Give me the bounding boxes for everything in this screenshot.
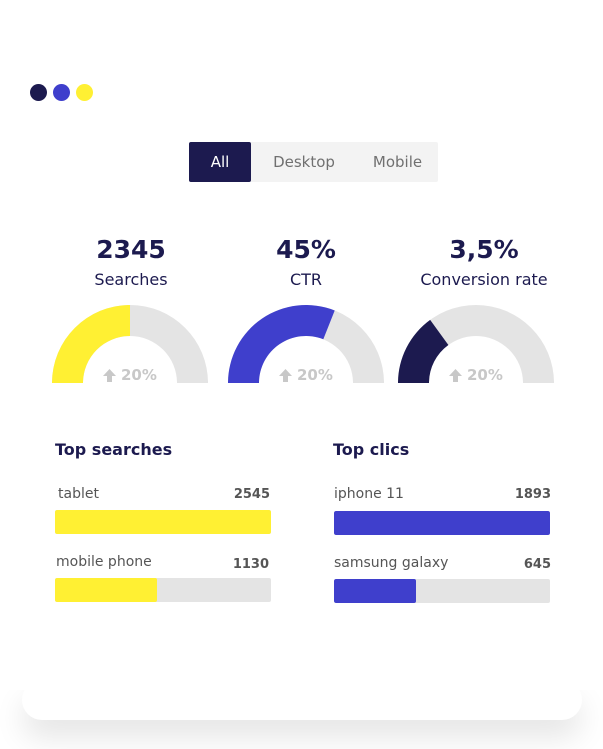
metric-label: Conversion rate: [420, 270, 548, 289]
tab-mobile[interactable]: Mobile: [372, 153, 423, 171]
dashboard-card: All Desktop Mobile 2345 Searches 20% 45%…: [30, 84, 577, 603]
gauge-conversion-rate: [398, 305, 554, 383]
gauge-change: 20%: [278, 366, 333, 384]
list-item-value: 1130: [232, 557, 269, 572]
metric-conversion-rate: 3,5% Conversion rate: [391, 232, 577, 289]
list-item-bar: [334, 511, 550, 535]
top-clics-title: Top clics: [333, 440, 410, 459]
metric-label: Searches: [94, 270, 168, 289]
list-item-label: iphone 11: [334, 486, 404, 502]
gauge-change-value: 20%: [467, 366, 503, 384]
tab-desktop[interactable]: Desktop: [273, 153, 335, 171]
device-tabs: All Desktop Mobile: [189, 142, 438, 182]
gauge-fill: [398, 319, 449, 383]
metric-ctr: 45% CTR: [221, 232, 391, 289]
gauge-searches: [52, 305, 208, 383]
arrow-up-icon: [449, 368, 462, 382]
metric-label: CTR: [289, 270, 323, 289]
gauge-track: [398, 305, 554, 383]
top-searches-title: Top searches: [55, 440, 173, 459]
gauge-change: 20%: [102, 366, 157, 384]
list-item-value: 2545: [233, 487, 270, 502]
list-item-label: mobile phone: [56, 554, 152, 570]
metric-searches: 2345 Searches: [46, 232, 216, 289]
list-item-bar-fill: [55, 510, 271, 534]
metric-value: 3,5%: [449, 235, 519, 264]
list-item-label: samsung galaxy: [334, 555, 449, 571]
arrow-up-icon: [279, 368, 292, 382]
metric-value: 2345: [96, 235, 166, 264]
gauge-change: 20%: [448, 366, 503, 384]
list-item-bar-fill: [334, 579, 417, 603]
window-dots: [30, 84, 93, 101]
window-dot-blue: [53, 84, 70, 101]
window-dot-navy: [30, 84, 47, 101]
list-item-bar-fill: [334, 511, 550, 535]
gauge-change-value: 20%: [121, 366, 157, 384]
gauge-fill: [52, 305, 130, 383]
list-item-bar: [55, 578, 271, 602]
list-item-bar: [334, 579, 550, 603]
gauge-fill: [228, 305, 335, 383]
tab-all[interactable]: All: [189, 142, 251, 182]
gauge-ctr: [228, 305, 384, 383]
list-item-value: 645: [523, 557, 551, 572]
arrow-up-icon: [103, 368, 116, 382]
list-item-bar: [55, 510, 271, 534]
metric-value: 45%: [276, 235, 336, 264]
list-item-value: 1893: [514, 487, 551, 502]
list-item-label: tablet: [58, 486, 99, 502]
gauge-change-value: 20%: [297, 366, 333, 384]
window-dot-yellow: [76, 84, 93, 101]
list-item-bar-fill: [55, 578, 157, 602]
